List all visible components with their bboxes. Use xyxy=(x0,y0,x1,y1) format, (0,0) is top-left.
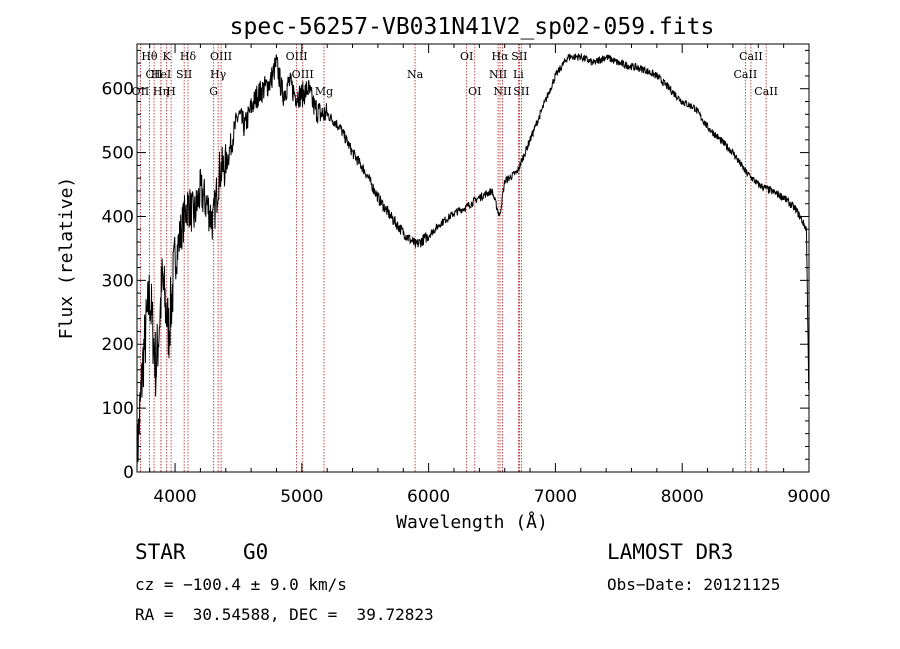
line-label: Hα xyxy=(491,50,509,63)
line-label: Hθ xyxy=(141,50,158,63)
x-axis-ticks: 4000 5000 6000 7000 8000 9000 xyxy=(149,44,831,507)
y-tick-label: 400 xyxy=(102,207,134,227)
line-label: OI xyxy=(460,50,473,63)
line-label: CaII xyxy=(734,68,758,81)
line-label: SII xyxy=(511,50,527,63)
line-label: CII xyxy=(146,68,163,81)
ra-dec-text: RA = 30.54588, DEC = 39.72823 xyxy=(135,605,434,624)
spectral-line-markers xyxy=(140,44,767,472)
x-tick-label: 6000 xyxy=(407,487,450,507)
line-label: Hη xyxy=(153,85,169,98)
line-label: HeI xyxy=(151,68,171,81)
line-label: CaII xyxy=(754,85,778,98)
line-label: SII xyxy=(176,68,192,81)
flux-series-line xyxy=(136,53,810,473)
x-axis-label: Wavelength (Å) xyxy=(396,511,548,533)
y-tick-label: 600 xyxy=(102,80,134,100)
line-label: K xyxy=(163,50,172,63)
line-label: Na xyxy=(407,68,424,81)
line-label: G xyxy=(209,85,218,98)
x-tick-label: 9000 xyxy=(787,487,830,507)
y-axis-ticks: 0 100 200 300 400 500 600 xyxy=(102,49,809,483)
plot-frame xyxy=(136,43,810,473)
line-label: Hδ xyxy=(180,50,197,63)
object-subclass: G0 xyxy=(243,540,269,564)
line-label: OII xyxy=(132,85,150,98)
y-axis-label: Flux (relative) xyxy=(56,177,77,340)
line-label: OI xyxy=(468,85,481,98)
x-tick-label: 5000 xyxy=(280,487,323,507)
line-label: NII xyxy=(489,68,507,81)
x-tick-label: 7000 xyxy=(534,487,577,507)
line-label: NII xyxy=(493,85,511,98)
line-label: Hγ xyxy=(210,68,227,81)
y-tick-label: 300 xyxy=(102,271,134,291)
y-tick-label: 200 xyxy=(102,335,134,355)
object-class: STAR xyxy=(135,540,186,564)
y-tick-label: 100 xyxy=(102,399,134,419)
obs-date-text: Obs−Date: 20121125 xyxy=(607,575,781,594)
x-tick-label: 8000 xyxy=(661,487,704,507)
line-label: CaII xyxy=(739,50,763,63)
x-tick-label: 4000 xyxy=(153,487,196,507)
line-label: SII xyxy=(513,85,529,98)
survey-name: LAMOST DR3 xyxy=(607,540,734,564)
line-label: OIII xyxy=(286,50,308,63)
chart-title: spec-56257-VB031N41V2_sp02-059.fits xyxy=(230,14,715,40)
y-tick-label: 500 xyxy=(102,144,134,164)
line-label: OIII xyxy=(292,68,314,81)
y-tick-label: 0 xyxy=(123,463,134,483)
line-label: H xyxy=(166,85,176,98)
line-label: OIII xyxy=(210,50,232,63)
line-label: Li xyxy=(513,68,524,81)
line-label: Mg xyxy=(315,85,333,98)
redshift-text: cz = −100.4 ± 9.0 km/s xyxy=(135,575,347,594)
